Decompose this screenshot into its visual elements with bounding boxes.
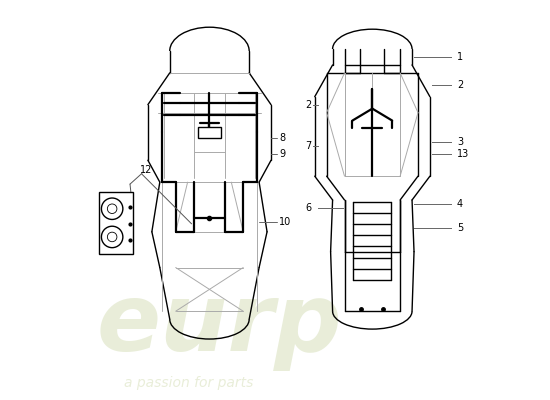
Circle shape [107, 204, 117, 214]
Text: 5: 5 [457, 223, 463, 233]
Text: 2: 2 [305, 100, 311, 110]
Circle shape [101, 226, 123, 248]
Text: 4: 4 [457, 199, 463, 209]
Text: eurp: eurp [96, 279, 342, 371]
Text: a passion for parts: a passion for parts [124, 376, 254, 390]
Text: 10: 10 [279, 217, 291, 227]
Circle shape [101, 198, 123, 220]
Text: 3: 3 [457, 138, 463, 148]
Text: 8: 8 [279, 134, 285, 144]
Text: 1: 1 [457, 52, 463, 62]
Text: 12: 12 [140, 165, 152, 175]
Text: 6: 6 [305, 203, 311, 213]
FancyBboxPatch shape [100, 192, 133, 254]
Text: 9: 9 [279, 149, 285, 159]
Text: 7: 7 [305, 141, 311, 151]
Text: 13: 13 [457, 149, 469, 159]
Circle shape [107, 232, 117, 242]
Text: 2: 2 [457, 80, 463, 90]
FancyBboxPatch shape [199, 127, 221, 138]
